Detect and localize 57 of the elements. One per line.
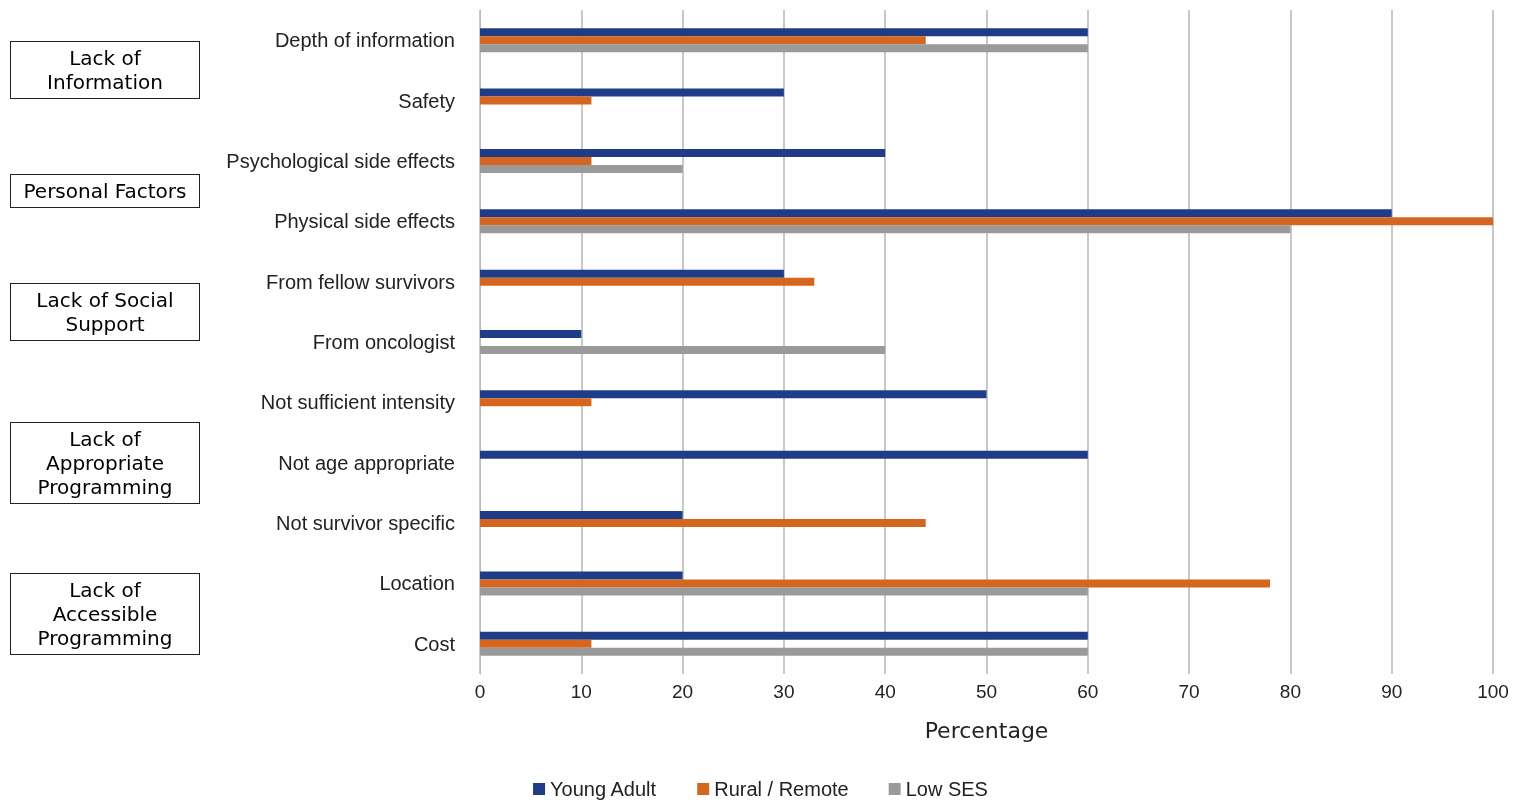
x-tick-label: 30: [773, 681, 795, 702]
x-tick-label: 90: [1381, 681, 1403, 702]
bar: [480, 639, 592, 648]
bar: [480, 36, 926, 45]
x-tick-label: 20: [672, 681, 694, 702]
legend-label: Young Adult: [550, 778, 657, 800]
y-tick-label: From fellow survivors: [266, 270, 455, 293]
bar: [480, 277, 815, 286]
bar: [480, 571, 683, 580]
x-tick-label: 10: [570, 681, 592, 702]
bar: [480, 587, 1088, 596]
bar: [480, 88, 784, 97]
bar: [480, 44, 1088, 53]
legend-label: Low SES: [905, 778, 988, 800]
y-tick-label: Location: [379, 572, 455, 595]
bar: [480, 579, 1271, 588]
text: Lack of Information: [10, 41, 200, 100]
y-tick-label: Cost: [413, 632, 456, 655]
bar: [480, 217, 1493, 226]
bar: [480, 96, 592, 105]
y-tick-label: Physical side effects: [274, 210, 455, 233]
y-tick-label: Not survivor specific: [276, 512, 455, 535]
legend-label: Rural / Remote: [714, 778, 849, 800]
bar: [480, 148, 886, 157]
y-tick-label: Safety: [398, 89, 455, 112]
x-tick-label: 100: [1477, 681, 1509, 702]
text: Lack of Appropriate Programming: [10, 421, 200, 504]
y-tick-label: Not age appropriate: [278, 451, 455, 474]
text: Lack of Social Support: [10, 282, 200, 341]
bar: [480, 269, 784, 278]
bar: [480, 209, 1392, 218]
bar: [480, 519, 926, 528]
bar: [480, 225, 1291, 234]
text: Lack of Accessible Programming: [10, 572, 200, 655]
x-tick-label: 70: [1178, 681, 1200, 702]
bar: [480, 511, 683, 520]
y-tick-label: Depth of information: [274, 29, 455, 52]
x-tick-label: 40: [874, 681, 896, 702]
bar: [480, 631, 1088, 640]
x-tick-label: 50: [975, 681, 998, 702]
x-tick-label: 80: [1279, 681, 1301, 702]
bar: [480, 647, 1088, 656]
bar: [480, 346, 886, 354]
bar: [480, 398, 592, 407]
bar: [480, 164, 683, 173]
bar: [480, 390, 987, 399]
x-tick-label: 60: [1077, 681, 1099, 702]
bar: [480, 330, 582, 338]
x-axis-title: Percentage: [924, 717, 1049, 743]
bar: [480, 156, 592, 165]
y-tick-label: Not sufficient intensity: [260, 391, 455, 414]
bar: [480, 450, 1088, 459]
y-tick-label: From oncologist: [312, 331, 456, 353]
bar: [480, 28, 1088, 37]
y-tick-label: Psychological side effects: [226, 149, 455, 172]
text: Personal Factors: [10, 174, 200, 209]
x-tick-label: 0: [474, 681, 486, 702]
